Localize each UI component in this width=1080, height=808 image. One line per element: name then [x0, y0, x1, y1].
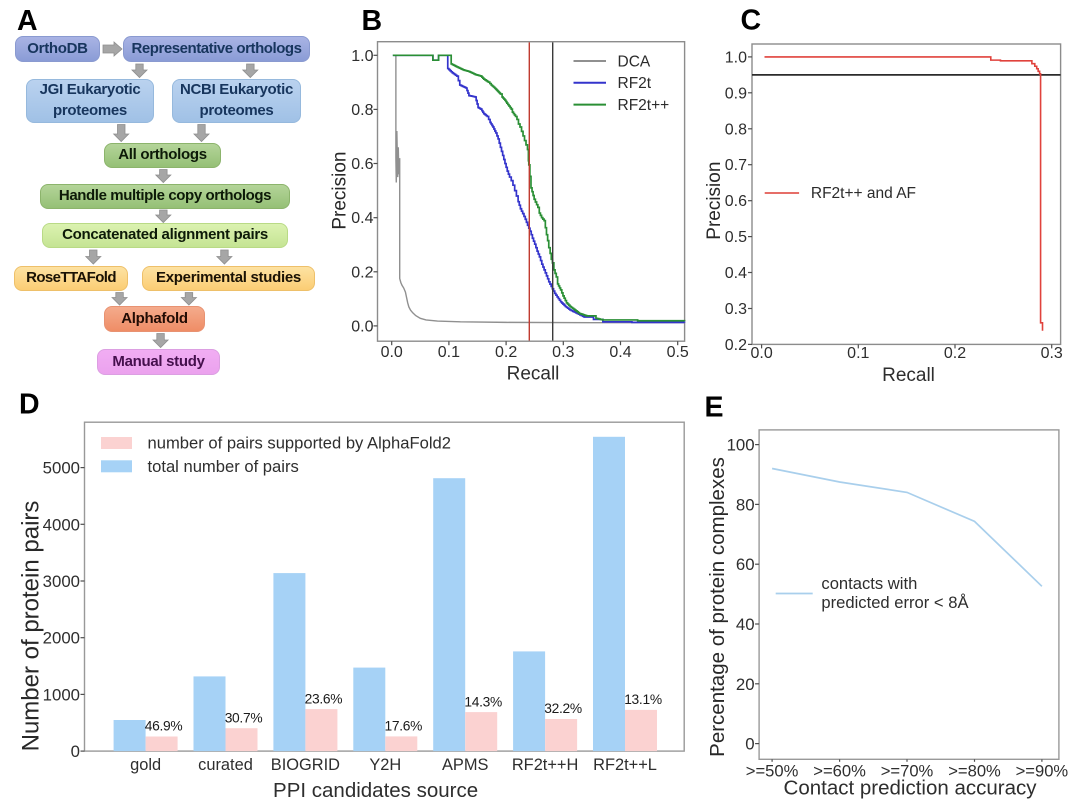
- svg-text:0.5: 0.5: [667, 344, 689, 361]
- svg-text:Number of protein pairs: Number of protein pairs: [18, 501, 45, 752]
- svg-text:0.4: 0.4: [351, 210, 373, 227]
- svg-text:contacts with: contacts with: [821, 574, 917, 593]
- svg-text:APMS: APMS: [442, 756, 489, 774]
- svg-text:23.6%: 23.6%: [305, 691, 343, 706]
- svg-text:0.0: 0.0: [381, 344, 403, 361]
- svg-text:100: 100: [727, 436, 755, 455]
- svg-text:RF2t: RF2t: [618, 75, 652, 92]
- svg-text:Precision: Precision: [704, 162, 725, 240]
- svg-text:14.3%: 14.3%: [464, 694, 502, 709]
- svg-text:17.6%: 17.6%: [384, 719, 422, 734]
- svg-text:1.0: 1.0: [351, 48, 373, 65]
- svg-text:B: B: [362, 5, 383, 37]
- svg-text:32.2%: 32.2%: [544, 701, 582, 716]
- svg-text:46.9%: 46.9%: [145, 719, 183, 734]
- svg-text:0.7: 0.7: [725, 157, 747, 174]
- svg-text:>=90%: >=90%: [1016, 761, 1069, 780]
- svg-text:0.4: 0.4: [609, 344, 631, 361]
- svg-text:1000: 1000: [43, 685, 80, 704]
- svg-text:0.0: 0.0: [351, 318, 373, 335]
- svg-text:RF2t++L: RF2t++L: [593, 756, 657, 774]
- svg-text:DCA: DCA: [618, 53, 651, 70]
- svg-text:>=60%: >=60%: [813, 761, 866, 780]
- svg-text:total number of pairs: total number of pairs: [148, 457, 299, 476]
- svg-text:30.7%: 30.7%: [225, 710, 263, 725]
- svg-text:0.6: 0.6: [351, 156, 373, 173]
- svg-text:0.0: 0.0: [750, 345, 772, 362]
- svg-text:0.5: 0.5: [725, 229, 747, 246]
- svg-text:0.3: 0.3: [1041, 345, 1063, 362]
- svg-text:0.8: 0.8: [351, 102, 373, 119]
- svg-text:Contact prediction accuracy: Contact prediction accuracy: [784, 777, 1038, 800]
- svg-text:E: E: [705, 392, 724, 424]
- svg-text:0.3: 0.3: [552, 344, 574, 361]
- svg-text:Precision: Precision: [330, 152, 351, 230]
- svg-text:0.2: 0.2: [495, 344, 517, 361]
- svg-text:5000: 5000: [43, 459, 80, 478]
- svg-text:4000: 4000: [43, 515, 80, 534]
- svg-text:0.6: 0.6: [725, 193, 747, 210]
- svg-text:13.1%: 13.1%: [624, 692, 662, 707]
- svg-text:0.4: 0.4: [725, 265, 747, 282]
- svg-text:40: 40: [736, 615, 755, 634]
- svg-text:0.2: 0.2: [725, 337, 747, 354]
- svg-text:>=80%: >=80%: [948, 761, 1001, 780]
- svg-text:gold: gold: [130, 756, 161, 774]
- svg-text:Recall: Recall: [882, 365, 935, 386]
- svg-text:80: 80: [736, 495, 755, 514]
- svg-text:RF2t++ and AF: RF2t++ and AF: [811, 185, 916, 202]
- svg-text:>=50%: >=50%: [746, 761, 799, 780]
- svg-text:3000: 3000: [43, 572, 80, 591]
- svg-text:0.8: 0.8: [725, 121, 747, 138]
- svg-text:Percentage of protein complexe: Percentage of protein complexes: [706, 457, 729, 757]
- svg-text:>=70%: >=70%: [881, 761, 934, 780]
- svg-text:BIOGRID: BIOGRID: [271, 756, 340, 774]
- svg-text:predicted error < 8Å: predicted error < 8Å: [821, 593, 969, 612]
- svg-text:number of pairs supported by A: number of pairs supported by AlphaFold2: [148, 434, 451, 453]
- svg-text:20: 20: [736, 675, 755, 694]
- svg-text:1.0: 1.0: [725, 49, 747, 66]
- svg-text:PPI candidates source: PPI candidates source: [273, 779, 478, 802]
- svg-text:0.1: 0.1: [438, 344, 460, 361]
- svg-text:A: A: [17, 5, 38, 37]
- svg-text:0: 0: [71, 742, 80, 761]
- svg-text:curated: curated: [198, 756, 253, 774]
- svg-text:Y2H: Y2H: [369, 756, 401, 774]
- svg-text:Recall: Recall: [507, 364, 560, 385]
- svg-text:0: 0: [745, 735, 754, 754]
- svg-text:0.1: 0.1: [847, 345, 869, 362]
- svg-text:0.9: 0.9: [725, 85, 747, 102]
- svg-text:2000: 2000: [43, 629, 80, 648]
- svg-text:0.3: 0.3: [725, 301, 747, 318]
- svg-text:RF2t++H: RF2t++H: [512, 756, 579, 774]
- svg-text:C: C: [741, 5, 762, 37]
- svg-text:0.2: 0.2: [351, 264, 373, 281]
- svg-text:0.2: 0.2: [944, 345, 966, 362]
- svg-text:RF2t++: RF2t++: [618, 97, 670, 114]
- svg-text:D: D: [19, 389, 40, 421]
- svg-text:60: 60: [736, 555, 755, 574]
